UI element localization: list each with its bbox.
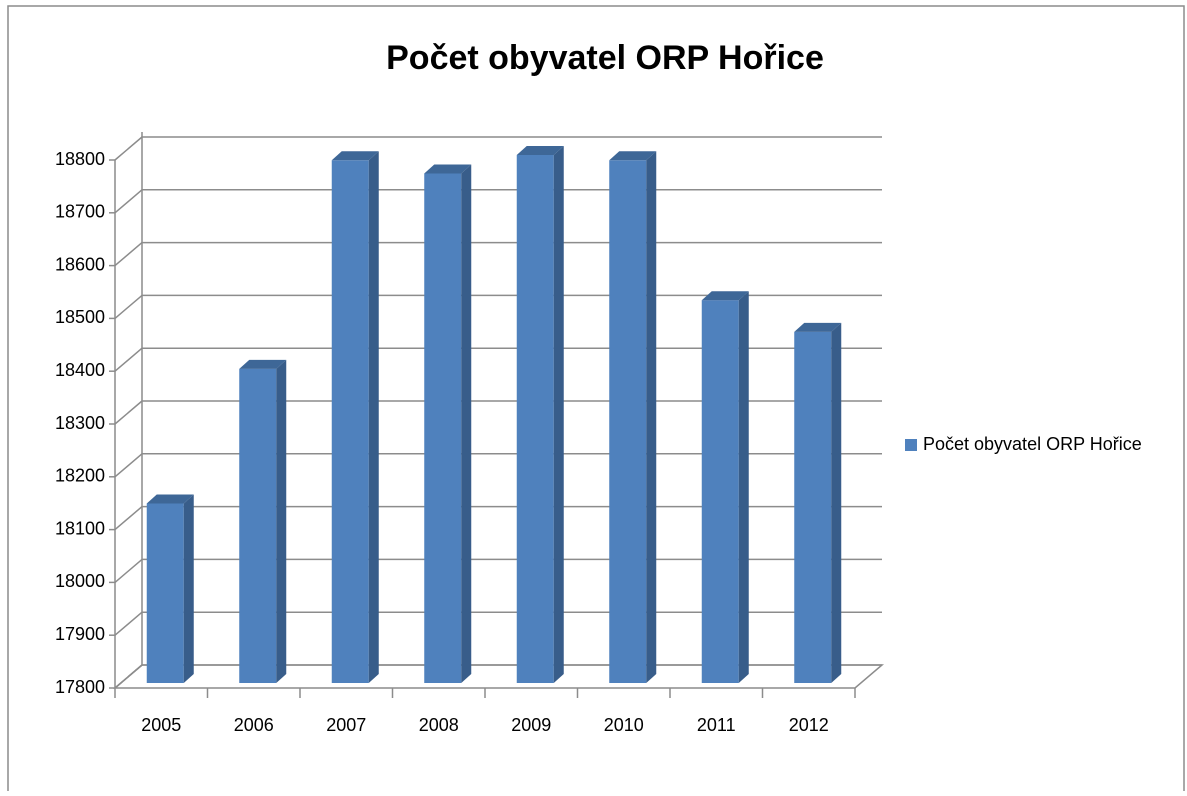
grid-line-side [114,453,143,478]
y-tick-label: 18700 [55,202,105,222]
bar [516,146,564,683]
grid-line-side [114,611,143,636]
grid-line-side [114,136,143,161]
bar-top [609,151,657,161]
x-tick-label: 2010 [604,715,644,735]
chart-title: Počet obyvatel ORP Hořice [386,39,824,77]
legend-label: Počet obyvatel ORP Hořice [923,434,1142,454]
x-tick-label: 2008 [419,715,459,735]
bar-top [516,146,564,155]
bar-side [183,494,194,683]
bar [239,359,287,683]
y-tick-label: 18800 [55,149,105,169]
grid-line-side [114,189,143,214]
bar-top [424,164,472,174]
y-tick-label: 18000 [55,571,105,591]
y-tick-label: 18200 [55,466,105,486]
bar [794,322,842,683]
grid-line-side [114,242,143,267]
bar-top [794,322,842,332]
x-tick-label: 2009 [511,715,551,735]
x-tick-label: 2012 [789,715,829,735]
bar-front [239,368,277,683]
bar-front [701,300,739,683]
bar-front [331,160,369,683]
bar-front [609,160,647,683]
x-tick-label: 2011 [697,715,736,735]
x-tick-label: 2005 [141,715,181,735]
bar-front [516,155,554,683]
y-tick-label: 18400 [55,360,105,380]
grid-line-side [114,506,143,531]
bar-front [146,503,184,683]
bar-top [701,291,749,301]
bar-front [794,331,832,683]
y-tick-label: 17800 [55,677,105,697]
y-tick-label: 18300 [55,413,105,433]
bar-side [738,291,749,683]
bar [424,164,472,684]
bar-side [368,151,379,683]
legend-swatch [905,439,917,451]
bar [146,494,194,683]
grid-line-side [114,400,143,425]
bar-side [646,151,657,683]
bar-top [239,359,287,369]
bar-top [331,151,379,161]
grid-line-side [114,664,143,689]
grid-line-side [114,347,143,372]
bar [701,291,749,683]
bar-front [424,173,462,684]
y-tick-label: 18100 [55,518,105,538]
bar-side [461,164,472,684]
bar-side [831,322,842,683]
bar-side [553,146,564,683]
y-tick-label: 18500 [55,307,105,327]
bar [331,151,379,683]
x-tick-label: 2006 [234,715,274,735]
grid-line-side [114,294,143,319]
bar-top [146,494,194,504]
y-tick-label: 17900 [55,624,105,644]
x-tick-label: 2007 [326,715,366,735]
y-tick-label: 18600 [55,254,105,274]
bar [609,151,657,683]
grid-line-side [114,558,143,583]
bar-side [276,359,287,683]
